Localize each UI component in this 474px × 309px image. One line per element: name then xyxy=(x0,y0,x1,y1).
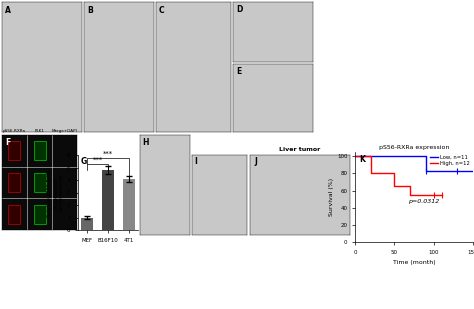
Text: D: D xyxy=(236,5,243,14)
Y-axis label: Relative pS56-RXRa
Fluorescence
on centrosome: Relative pS56-RXRa Fluorescence on centr… xyxy=(47,168,64,217)
Bar xyxy=(34,173,46,192)
High, n=12 xyxy=(368,171,374,175)
Bar xyxy=(123,179,135,230)
Line: High, n=12: High, n=12 xyxy=(355,156,442,195)
Text: F: F xyxy=(5,138,10,147)
Text: H: H xyxy=(142,138,148,147)
High, n=12 xyxy=(360,154,366,158)
Text: PLK1: PLK1 xyxy=(35,129,45,133)
Bar xyxy=(34,141,46,160)
High, n=12 xyxy=(400,184,405,188)
High, n=12 xyxy=(431,193,437,197)
High, n=12 xyxy=(439,193,445,197)
Text: p=0.0312: p=0.0312 xyxy=(408,199,439,204)
High, n=12 xyxy=(415,193,421,197)
High, n=12 xyxy=(352,154,358,158)
Text: Liver tumor: Liver tumor xyxy=(279,147,320,152)
Text: G: G xyxy=(81,157,87,166)
High, n=12 xyxy=(423,193,428,197)
Low, n=11 xyxy=(360,154,366,158)
Bar xyxy=(34,205,46,224)
Text: I: I xyxy=(194,157,197,167)
Text: ***: *** xyxy=(103,151,113,157)
Text: pS56-RXRa: pS56-RXRa xyxy=(3,129,26,133)
High, n=12 xyxy=(376,171,382,175)
Bar xyxy=(9,173,20,192)
Text: B: B xyxy=(87,6,92,15)
Text: ***: *** xyxy=(92,157,102,163)
Text: Merge+DAPI: Merge+DAPI xyxy=(52,129,77,133)
Text: C: C xyxy=(159,6,164,15)
Legend: Low, n=11, High, n=12: Low, n=11, High, n=12 xyxy=(430,154,470,166)
Text: J: J xyxy=(254,157,257,167)
Text: A: A xyxy=(5,6,11,15)
Low, n=11 xyxy=(392,154,397,158)
Bar xyxy=(9,205,20,224)
Low, n=11 xyxy=(431,169,437,173)
Text: E: E xyxy=(236,67,241,76)
X-axis label: Time (month): Time (month) xyxy=(392,260,435,265)
High, n=12 xyxy=(383,171,389,175)
Low, n=11 xyxy=(423,169,428,173)
Text: K: K xyxy=(360,155,365,164)
Title: pS56-RXRa expression: pS56-RXRa expression xyxy=(379,145,449,150)
Low, n=11 xyxy=(455,169,460,173)
Y-axis label: Survival (%): Survival (%) xyxy=(329,178,334,216)
Low, n=11 xyxy=(470,169,474,173)
Bar xyxy=(102,170,114,230)
Bar xyxy=(9,141,20,160)
Low, n=11 xyxy=(352,154,358,158)
High, n=12 xyxy=(407,193,413,197)
Bar xyxy=(81,218,93,230)
Line: Low, n=11: Low, n=11 xyxy=(355,156,473,171)
High, n=12 xyxy=(392,184,397,188)
